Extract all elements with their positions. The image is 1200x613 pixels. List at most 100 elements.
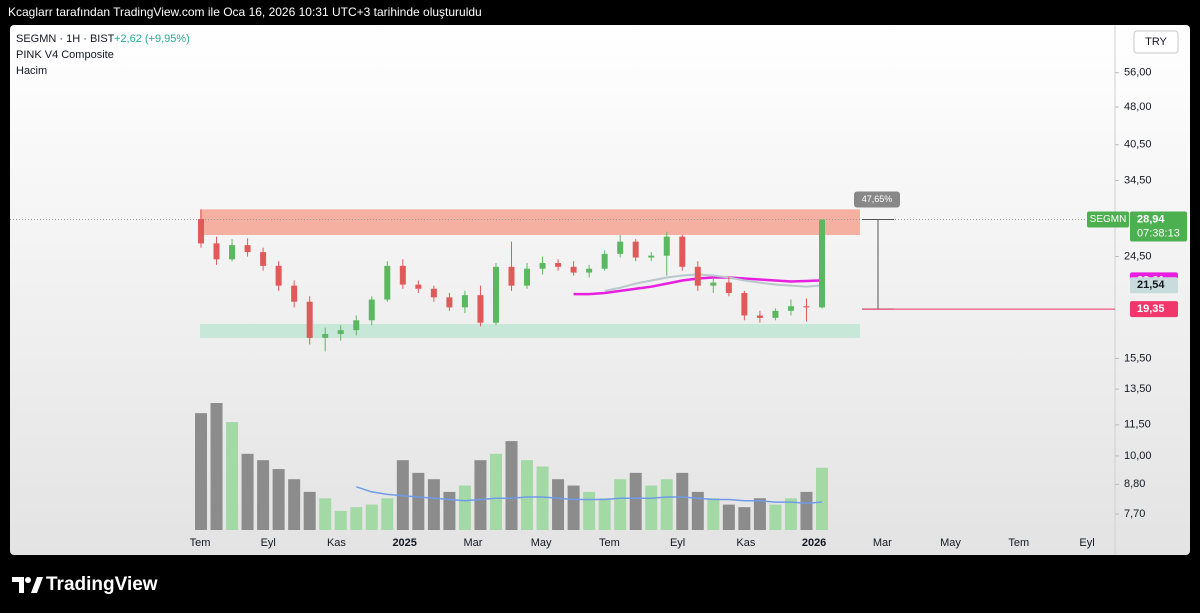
- candle-body: [632, 241, 639, 258]
- indicator: PINK V4 Composite: [16, 49, 114, 61]
- volume-bar: [784, 498, 797, 530]
- candle-body: [539, 263, 546, 269]
- y-tick-label: 56,00: [1124, 67, 1152, 79]
- volume-bar: [707, 498, 720, 530]
- symbol-label: SEGMN: [1090, 214, 1127, 225]
- volume-bar: [458, 485, 471, 530]
- last-price-box: [1130, 211, 1187, 242]
- currency: TRY: [1145, 36, 1167, 48]
- y-tick-label: 11,50: [1124, 419, 1151, 431]
- candle-body: [570, 266, 577, 273]
- y-tick-label: 40,50: [1124, 139, 1152, 151]
- chart-panel: [10, 25, 1190, 555]
- volume-bar: [769, 504, 782, 530]
- volume-bar: [257, 460, 270, 530]
- y-tick-label: 8,80: [1124, 478, 1145, 490]
- volume-bar: [753, 498, 766, 530]
- x-tick-label: 2026: [802, 537, 826, 549]
- symbol: SEGMN · 1H · BIST: [16, 33, 115, 45]
- x-tick-label: Mar: [873, 537, 892, 549]
- volume-bar: [583, 491, 596, 530]
- indicator: Hacim: [16, 65, 47, 77]
- price-label-box: [1130, 277, 1178, 294]
- volume-bar: [195, 413, 207, 530]
- volume-bar: [226, 422, 239, 530]
- price-label: 21,54: [1137, 279, 1165, 291]
- volume-bar: [660, 479, 673, 530]
- symbol-box: [1087, 211, 1129, 228]
- countdown: 07:38:13: [1137, 227, 1180, 239]
- volume-bar: [629, 472, 642, 530]
- candle-body: [275, 265, 282, 286]
- x-tick-label: Tem: [190, 537, 211, 549]
- x-tick-label: Kas: [327, 537, 346, 549]
- candle-body: [694, 266, 701, 286]
- x-tick-label: Eyl: [1079, 537, 1094, 549]
- volume-bar: [521, 460, 534, 530]
- candle-body: [229, 245, 236, 260]
- caption: Kcaglarr tarafından TradingView.com ile …: [8, 5, 482, 19]
- volume-ma: [356, 486, 823, 505]
- y-tick-label: 7,70: [1124, 508, 1145, 520]
- volume-bar: [598, 498, 611, 530]
- y-tick-label: 24,50: [1124, 250, 1152, 262]
- x-tick-label: Eyl: [670, 537, 685, 549]
- volume-bar: [816, 467, 828, 530]
- volume-bar: [676, 472, 689, 530]
- x-tick-label: May: [940, 537, 961, 549]
- candle-body: [741, 293, 748, 316]
- volume-bar: [614, 479, 627, 530]
- candle-body: [198, 219, 204, 244]
- candle-body: [710, 282, 717, 286]
- volume-bar: [210, 403, 223, 530]
- candle-body: [260, 252, 267, 266]
- volume-bar: [474, 460, 487, 530]
- candle-body: [524, 268, 531, 286]
- candle-body: [291, 285, 298, 302]
- volume-bar: [350, 507, 363, 530]
- x-tick-label: Kas: [736, 537, 755, 549]
- zone: [200, 323, 860, 338]
- candle-body: [492, 266, 499, 323]
- candle-body: [756, 315, 763, 318]
- candle-body: [446, 297, 453, 308]
- x-tick-label: May: [531, 537, 552, 549]
- volume-bar: [412, 472, 425, 530]
- ruler-label-box: [854, 191, 900, 208]
- volume-bar: [334, 510, 347, 530]
- currency-box[interactable]: [1133, 30, 1179, 54]
- y-tick-label: 13,50: [1124, 383, 1152, 395]
- volume-bar: [303, 491, 316, 530]
- y-tick-label: 34,50: [1124, 174, 1152, 186]
- y-tick-label: 48,00: [1124, 101, 1152, 113]
- candle-body: [586, 268, 593, 273]
- x-tick-label: Tem: [1008, 537, 1029, 549]
- candle-body: [368, 299, 375, 321]
- volume-bar: [381, 498, 394, 530]
- candle-body: [461, 295, 468, 308]
- moving-average: [604, 273, 823, 292]
- candle-body: [337, 330, 344, 334]
- candle-body: [244, 245, 251, 253]
- x-tick-label: Mar: [463, 537, 482, 549]
- volume-bar: [800, 491, 813, 530]
- candle-body: [384, 265, 391, 300]
- ruler-label: 47,65%: [862, 194, 893, 204]
- volume-bar: [489, 453, 502, 530]
- candle-body: [322, 333, 329, 338]
- volume-bar: [443, 491, 456, 530]
- volume-bar: [241, 453, 254, 530]
- candle-body: [508, 266, 515, 286]
- candle-body: [663, 236, 670, 256]
- volume-bar: [738, 507, 751, 530]
- last-price-label: 28,94: [1137, 213, 1165, 225]
- brand: TradingView: [46, 574, 158, 595]
- candle-body: [477, 295, 484, 323]
- volume-bar: [552, 479, 565, 530]
- candle-body: [601, 253, 608, 269]
- candle-body: [430, 288, 437, 298]
- candle-body: [648, 255, 655, 258]
- volume-bar: [365, 504, 378, 530]
- volume-bar: [272, 469, 285, 530]
